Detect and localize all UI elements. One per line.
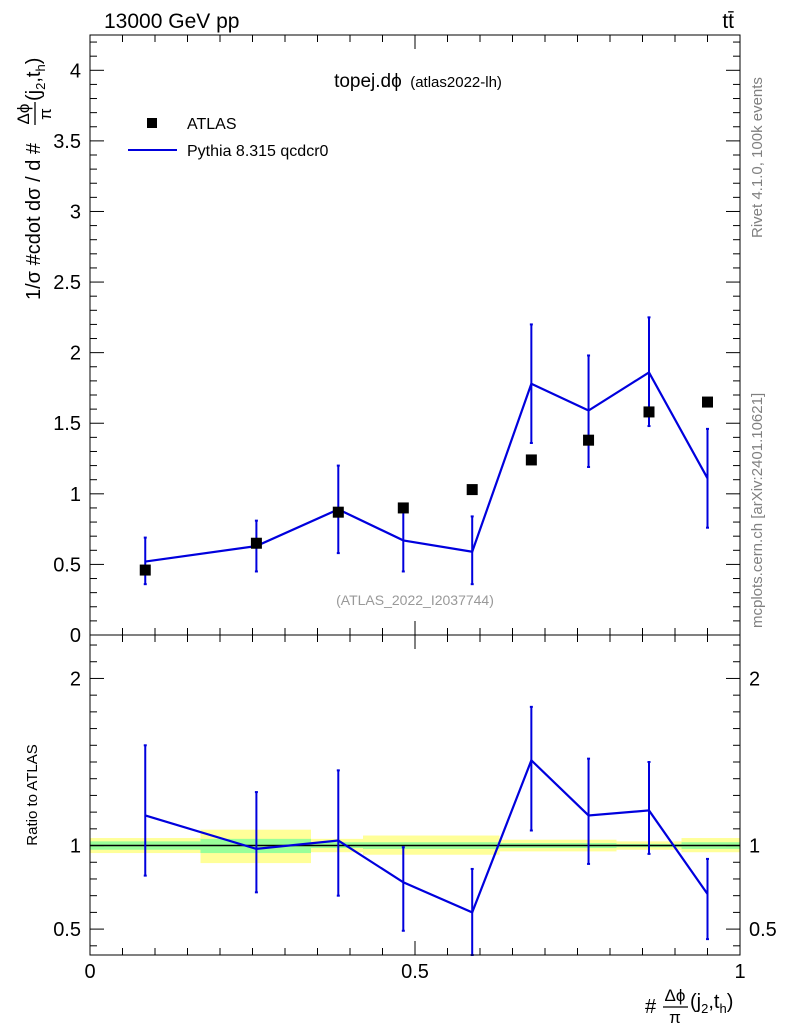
svg-text:1/σ #cdot dσ / d #: 1/σ #cdot dσ / d # — [23, 142, 45, 300]
ratio-axes: 0.5 0.51 12 20 0.5 1 — [53, 635, 777, 983]
atlas-data-point — [525, 454, 537, 466]
main-y-tick-label: 0.5 — [53, 554, 81, 576]
xlabel-sub2: h — [719, 1001, 726, 1016]
xlabel-close: ) — [727, 991, 734, 1013]
ylabel-frac-den: π — [36, 108, 55, 120]
legend-label-pythia: Pythia 8.315 qcdcr0 — [187, 143, 329, 160]
legend-label-atlas: ATLAS — [187, 116, 237, 133]
main-y-tick-label: 4 — [70, 60, 81, 82]
ylabel-comma: ,t — [23, 71, 45, 83]
mcplots-side-label: mcplots.cern.ch [arXiv:2401.10621] — [749, 393, 766, 628]
header-left-label: 13000 GeV pp — [104, 10, 239, 33]
analysis-watermark: (ATLAS_2022_I2037744) — [336, 592, 494, 608]
main-y-tick-label: 0 — [70, 625, 81, 647]
ylabel-sub1: 2 — [33, 83, 48, 90]
main-y-axis-label: 1/σ #cdot dσ / d # Δϕ π (j2,th) — [14, 58, 55, 300]
ylabel-close: ) — [23, 58, 45, 65]
ratio-y-tick-label-left: 2 — [70, 668, 81, 690]
ylabel-frac-num: Δϕ — [14, 104, 33, 125]
rivet-side-label: Rivet 4.1.0, 100k events — [749, 77, 766, 238]
ratio-y-tick-label-left: 0.5 — [53, 919, 81, 941]
plot-title: topej.dϕ (atlas2022-lh) — [334, 71, 502, 92]
header-right-label: tt̄ — [722, 10, 734, 33]
ylabel-pre: 1/σ #cdot dσ / d # — [23, 142, 45, 300]
ratio-y-tick-label-left: 1 — [70, 836, 81, 858]
x-tick-label: 0.5 — [401, 961, 429, 983]
plot-title-main: topej.dϕ — [334, 71, 402, 92]
ratio-y-tick-label-right: 1 — [749, 836, 760, 858]
ylabel-args: (j — [23, 90, 45, 101]
main-marks — [139, 316, 713, 586]
xlabel-frac-den: π — [669, 1008, 681, 1024]
ratio-y-axis-label: Ratio to ATLAS — [24, 744, 41, 845]
atlas-data-point — [583, 434, 595, 446]
ratio-panel: 0.5 0.51 12 20 0.5 1 Ratio to ATLAS # Δϕ π (j… — [24, 634, 777, 1024]
svg-text:(j2,th): (j2,th) — [690, 991, 733, 1016]
atlas-data-point — [397, 502, 409, 514]
xlabel-sub1: 2 — [701, 1001, 708, 1016]
ratio-y-tick-label-right: 2 — [749, 668, 760, 690]
main-panel: 0 0.5 1 1.5 2 2.5 3 3.5 4 topej.dϕ (atlas2022-lh… — [14, 34, 741, 647]
plot-title-sub: (atlas2022-lh) — [410, 74, 502, 91]
svg-text:(j2,th): (j2,th) — [23, 58, 48, 101]
legend: ATLAS Pythia 8.315 qcdcr0 — [128, 116, 329, 160]
x-tick-label: 1 — [734, 961, 745, 983]
legend-marker-atlas — [147, 118, 157, 128]
atlas-data-point — [702, 396, 713, 408]
xlabel-frac-num: Δϕ — [665, 986, 686, 1005]
main-y-tick-label: 1.5 — [53, 413, 81, 435]
main-y-tick-label: 2 — [70, 343, 81, 365]
main-y-tick-label: 3.5 — [53, 131, 81, 153]
xlabel-pre: # — [645, 996, 657, 1018]
ratio-y-tick-label-right: 0.5 — [749, 919, 777, 941]
atlas-data-point — [332, 506, 344, 518]
atlas-data-point — [139, 564, 151, 576]
atlas-data-point — [643, 406, 655, 418]
atlas-data-point — [250, 537, 262, 549]
xlabel-comma: ,t — [708, 991, 720, 1013]
main-y-tick-label: 2.5 — [53, 272, 81, 294]
pythia-series-line — [145, 370, 709, 563]
main-y-tick-label: 3 — [70, 201, 81, 223]
ratio-frame — [89, 634, 741, 956]
atlas-data-point — [466, 484, 478, 496]
ratio-bands — [90, 829, 740, 864]
ylabel-sub2: h — [33, 64, 48, 71]
main-axes: 0 0.5 1 1.5 2 2.5 3 3.5 4 — [53, 35, 741, 647]
x-tick-label: 0 — [84, 961, 95, 983]
ratio-marks — [143, 705, 709, 956]
x-axis-label: # Δϕ π (j2,th) — [645, 986, 733, 1024]
main-y-tick-label: 1 — [70, 484, 81, 506]
ratio-series-line — [144, 758, 709, 914]
xlabel-args: (j — [690, 991, 701, 1013]
